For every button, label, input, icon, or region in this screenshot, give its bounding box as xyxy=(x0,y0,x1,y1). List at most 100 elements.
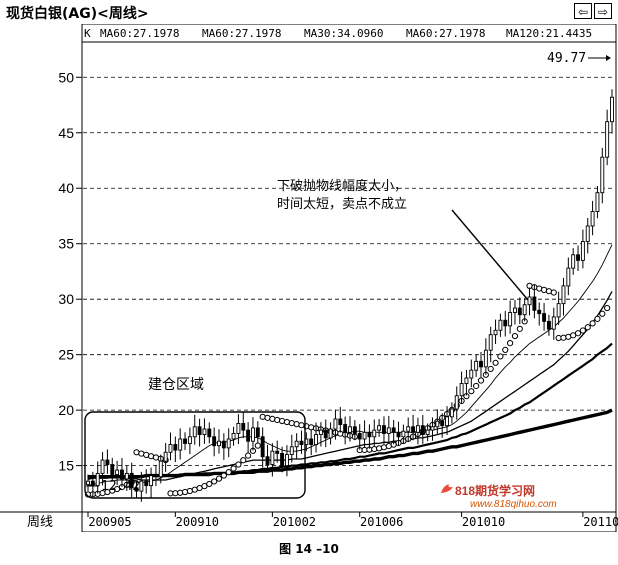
sar-dot xyxy=(220,472,227,479)
candle-body-up xyxy=(498,319,503,331)
x-tick-label-200905: 200905 xyxy=(88,515,131,529)
x-tick-label-201006: 201006 xyxy=(360,515,403,529)
candle-body-down xyxy=(343,424,348,433)
candle xyxy=(440,413,445,438)
x-tick-layer: 200905 200910 201002 201006 201010 201102 xyxy=(87,512,618,529)
candle-body-up xyxy=(236,423,241,434)
candle-body-up xyxy=(149,475,154,487)
candle xyxy=(158,454,163,484)
legend: K MA60:27.1978 MA60:27.1978 MA30:34.0960… xyxy=(84,27,592,40)
sar-dot xyxy=(376,445,383,452)
sar-dot xyxy=(507,339,514,347)
y-tick-label-50: 50 xyxy=(58,69,74,85)
candle xyxy=(192,414,197,445)
arrow-right-icon[interactable]: ⇨ xyxy=(594,3,612,19)
y-tick-label-45: 45 xyxy=(58,125,74,141)
candle xyxy=(406,417,411,442)
candle-body-up xyxy=(445,416,449,427)
sar-dot xyxy=(473,382,480,390)
legend-item-ma-1: MA60:27.1978 xyxy=(100,27,179,40)
candle xyxy=(551,307,556,340)
candle-body-down xyxy=(212,436,217,447)
candle xyxy=(522,298,527,322)
candle-body-up xyxy=(100,459,105,474)
y-tick-label-30: 30 xyxy=(58,291,74,307)
arrow-left-icon[interactable]: ⇦ xyxy=(574,3,592,19)
candle xyxy=(585,217,590,254)
candle-body-down xyxy=(275,450,280,454)
candle-body-up xyxy=(362,431,367,440)
candle-body-up xyxy=(139,480,144,492)
candle-body-up xyxy=(459,383,464,397)
candle-body-down xyxy=(144,480,149,487)
candle-body-up xyxy=(270,450,275,465)
ma120-line xyxy=(88,408,613,479)
sar-dot xyxy=(254,442,261,449)
candle xyxy=(479,352,483,378)
sar-dot xyxy=(181,488,189,496)
candle-body-up xyxy=(610,96,614,123)
sar-dot xyxy=(594,315,601,322)
candle xyxy=(372,419,377,447)
candle-body-down xyxy=(440,420,445,427)
candle xyxy=(571,248,576,275)
candle xyxy=(537,302,542,326)
peak-marker-arrowhead xyxy=(606,55,611,61)
candle-body-up xyxy=(314,434,318,445)
sar-dot xyxy=(371,445,378,453)
sar-dot xyxy=(599,310,606,317)
candle-body-up xyxy=(449,408,454,418)
candle xyxy=(134,481,139,498)
candle-body-up xyxy=(284,454,289,467)
sar-dot xyxy=(288,420,295,427)
sar-dot xyxy=(274,416,281,424)
sar-dot xyxy=(487,365,494,373)
candle xyxy=(367,424,372,449)
candle-body-down xyxy=(255,427,260,438)
candle xyxy=(284,445,289,477)
x-tick-label-201002: 201002 xyxy=(273,515,316,529)
candle-body-down xyxy=(280,452,285,467)
candle xyxy=(352,420,357,441)
candle xyxy=(449,402,454,424)
candle xyxy=(576,245,580,272)
annotation-pointer-line xyxy=(451,209,529,301)
candle xyxy=(115,460,120,486)
candle-body-up xyxy=(469,369,474,379)
candle xyxy=(187,427,192,455)
period-label: 周线 xyxy=(27,515,53,530)
candle-body-down xyxy=(183,438,187,444)
candle-body-up xyxy=(600,156,605,194)
candle xyxy=(275,440,280,463)
candle-body-down xyxy=(532,296,537,311)
title-bar: 现货白银(AG)<周线> ⇦ ⇨ xyxy=(0,0,618,24)
candle xyxy=(469,359,474,388)
candle xyxy=(546,314,551,336)
candle xyxy=(251,417,255,451)
candle-body-up xyxy=(318,429,323,436)
candle-body-up xyxy=(425,429,430,436)
candle xyxy=(420,415,425,444)
candle-body-up xyxy=(474,360,479,371)
candle-body-down xyxy=(260,436,265,458)
legend-item-k: K xyxy=(84,27,91,40)
candle xyxy=(600,147,605,204)
candle xyxy=(474,354,479,377)
candle-body-up xyxy=(580,241,585,261)
candle-body-down xyxy=(129,472,134,489)
candle-body-up xyxy=(294,440,299,448)
sar-dot xyxy=(201,483,208,490)
candle-body-up xyxy=(386,427,391,434)
candle-body-up xyxy=(551,316,556,330)
candle xyxy=(333,409,338,440)
sar-dot xyxy=(211,478,218,485)
candle xyxy=(318,422,323,447)
candle-body-up xyxy=(158,460,163,478)
candle xyxy=(231,426,236,446)
candle-body-up xyxy=(348,426,352,433)
candle-body-down xyxy=(479,360,483,368)
candle xyxy=(513,300,517,325)
candle xyxy=(362,420,367,447)
candle-body-up xyxy=(415,425,420,433)
candle xyxy=(144,469,149,494)
